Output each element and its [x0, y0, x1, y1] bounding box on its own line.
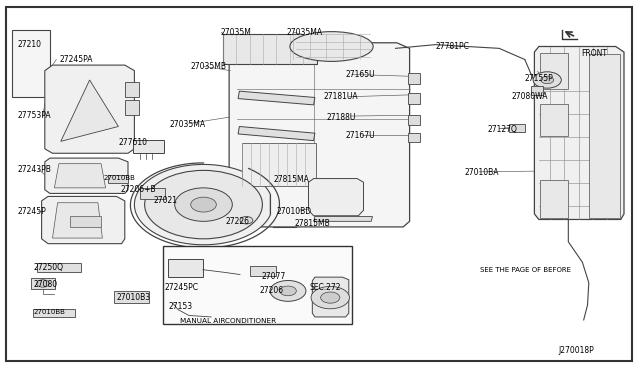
Circle shape: [311, 286, 349, 309]
Text: 277610: 277610: [118, 138, 147, 147]
Bar: [12, 30, 50, 97]
Text: FRONT: FRONT: [581, 49, 607, 58]
Circle shape: [541, 76, 554, 84]
Ellipse shape: [290, 32, 373, 61]
Text: 27167U: 27167U: [346, 131, 375, 140]
Polygon shape: [45, 65, 134, 153]
Bar: [250, 266, 276, 276]
Text: 27010BA: 27010BA: [465, 169, 499, 177]
Bar: [242, 143, 316, 186]
Bar: [33, 309, 75, 317]
Circle shape: [240, 217, 253, 224]
Text: 27035MB: 27035MB: [191, 62, 227, 71]
Text: 27080: 27080: [33, 280, 58, 289]
Bar: [540, 180, 568, 218]
Text: 27243PB: 27243PB: [18, 165, 52, 174]
Bar: [114, 291, 149, 303]
Text: 27245PA: 27245PA: [60, 55, 93, 64]
Text: 27781PC: 27781PC: [435, 42, 469, 51]
Circle shape: [145, 170, 262, 239]
Text: 27127Q: 27127Q: [488, 125, 518, 134]
Text: 27010BB: 27010BB: [33, 310, 65, 315]
Text: SEC.272: SEC.272: [310, 283, 341, 292]
Text: MANUAL AIRCONDITIONER: MANUAL AIRCONDITIONER: [180, 318, 276, 324]
Text: 27206+B: 27206+B: [120, 185, 156, 194]
Polygon shape: [54, 164, 106, 188]
Text: 27155P: 27155P: [525, 74, 554, 83]
Text: 27753PA: 27753PA: [18, 111, 52, 120]
Bar: [125, 82, 139, 97]
Bar: [408, 133, 420, 142]
Polygon shape: [45, 158, 128, 193]
Text: 27188U: 27188U: [326, 113, 356, 122]
Bar: [163, 246, 352, 324]
Text: 27250Q: 27250Q: [33, 263, 63, 272]
Bar: [31, 278, 55, 289]
Polygon shape: [314, 217, 372, 221]
Text: 27010B3: 27010B3: [116, 293, 150, 302]
Polygon shape: [42, 196, 125, 244]
Text: 27153: 27153: [168, 302, 193, 311]
Bar: [168, 259, 203, 277]
Bar: [37, 263, 81, 272]
Bar: [408, 115, 420, 125]
Circle shape: [191, 197, 216, 212]
Text: 27035MA: 27035MA: [287, 28, 323, 37]
Circle shape: [36, 280, 49, 287]
Text: 27077: 27077: [261, 272, 285, 280]
Text: 27165U: 27165U: [346, 70, 375, 79]
Polygon shape: [238, 126, 315, 141]
Polygon shape: [534, 46, 624, 219]
Text: 27010BB: 27010BB: [104, 175, 136, 181]
Circle shape: [533, 72, 561, 88]
Bar: [509, 124, 525, 132]
Text: 27181UA: 27181UA: [323, 92, 358, 101]
Polygon shape: [229, 43, 410, 227]
Bar: [408, 93, 420, 104]
Bar: [108, 175, 128, 183]
Polygon shape: [238, 91, 315, 105]
Bar: [540, 53, 568, 89]
Bar: [125, 100, 139, 115]
Bar: [531, 86, 543, 95]
Polygon shape: [308, 179, 364, 216]
Text: 27210: 27210: [18, 40, 42, 49]
Polygon shape: [312, 277, 349, 317]
Polygon shape: [61, 80, 118, 141]
Text: 27245PC: 27245PC: [164, 283, 198, 292]
Circle shape: [321, 292, 340, 303]
Bar: [589, 54, 620, 218]
Text: 27035MA: 27035MA: [170, 120, 205, 129]
Circle shape: [270, 280, 306, 301]
Bar: [140, 188, 165, 199]
Circle shape: [280, 286, 296, 296]
Text: 27206: 27206: [260, 286, 284, 295]
Polygon shape: [52, 203, 102, 238]
Text: 27035M: 27035M: [221, 28, 252, 37]
Bar: [70, 216, 101, 227]
Bar: [408, 73, 420, 84]
Text: SEE THE PAGE OF BEFORE: SEE THE PAGE OF BEFORE: [480, 267, 571, 273]
Text: 27080WA: 27080WA: [512, 92, 548, 101]
Text: 27010BD: 27010BD: [276, 207, 312, 216]
Polygon shape: [134, 164, 271, 245]
Bar: [540, 104, 568, 136]
Text: 27815MA: 27815MA: [274, 175, 310, 184]
Bar: [223, 34, 317, 64]
Text: 27021: 27021: [154, 196, 178, 205]
Bar: [133, 140, 164, 153]
Text: 27815MB: 27815MB: [294, 219, 330, 228]
Text: J270018P: J270018P: [558, 346, 594, 355]
Text: 27245P: 27245P: [18, 207, 47, 216]
Circle shape: [175, 188, 232, 221]
Text: 27226: 27226: [225, 217, 249, 226]
